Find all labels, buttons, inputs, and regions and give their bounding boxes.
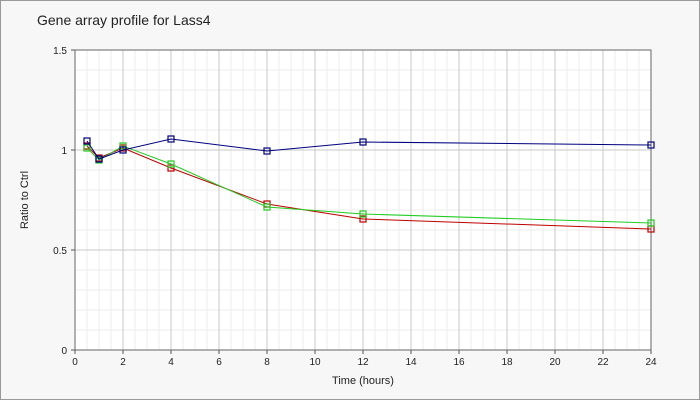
data-point bbox=[167, 164, 175, 172]
series-line bbox=[86, 138, 652, 160]
x-tick-label: 8 bbox=[264, 357, 270, 368]
x-tick-label: 2 bbox=[120, 357, 126, 368]
x-tick-label: 10 bbox=[309, 357, 321, 368]
series-line bbox=[86, 145, 652, 224]
data-point bbox=[263, 203, 271, 211]
data-point bbox=[83, 144, 91, 152]
chart-title: Gene array profile for Lass4 bbox=[37, 12, 211, 28]
data-point bbox=[167, 135, 175, 143]
data-point bbox=[119, 146, 127, 154]
x-tick-label: 4 bbox=[168, 357, 174, 368]
data-point bbox=[647, 219, 655, 227]
x-axis-title: Time (hours) bbox=[332, 375, 394, 387]
x-tick-label: 6 bbox=[216, 357, 222, 368]
x-tick-label: 12 bbox=[357, 357, 369, 368]
y-tick-label: 1.5 bbox=[53, 46, 67, 57]
x-tick-label: 0 bbox=[72, 357, 78, 368]
y-tick-labels: 0 0.5 1 1.5 bbox=[53, 46, 67, 357]
x-tick-label: 16 bbox=[453, 357, 465, 368]
y-tick-label: 0.5 bbox=[53, 246, 67, 257]
series-layer bbox=[83, 135, 655, 233]
data-point bbox=[83, 137, 91, 145]
series-3 bbox=[83, 135, 655, 163]
x-tick-labels: 0 2 4 6 8 10 12 14 16 18 20 22 24 bbox=[72, 357, 657, 368]
x-tick-label: 18 bbox=[501, 357, 513, 368]
x-tick-label: 20 bbox=[549, 357, 561, 368]
x-tick-label: 14 bbox=[405, 357, 417, 368]
data-point bbox=[647, 141, 655, 149]
data-point bbox=[359, 215, 367, 223]
data-point bbox=[359, 138, 367, 146]
y-axis-title: Ratio to Ctrl bbox=[19, 171, 31, 229]
plot-border bbox=[74, 49, 652, 351]
data-point bbox=[167, 160, 175, 168]
x-tick-label: 22 bbox=[597, 357, 609, 368]
data-point bbox=[95, 155, 103, 163]
series-line bbox=[86, 145, 652, 230]
data-point bbox=[119, 142, 127, 150]
axes bbox=[71, 49, 652, 354]
y-tick-label: 0 bbox=[61, 346, 67, 357]
data-point bbox=[263, 147, 271, 155]
x-tick-label: 24 bbox=[645, 357, 657, 368]
y-tick-label: 1 bbox=[61, 146, 67, 157]
data-point bbox=[359, 210, 367, 218]
